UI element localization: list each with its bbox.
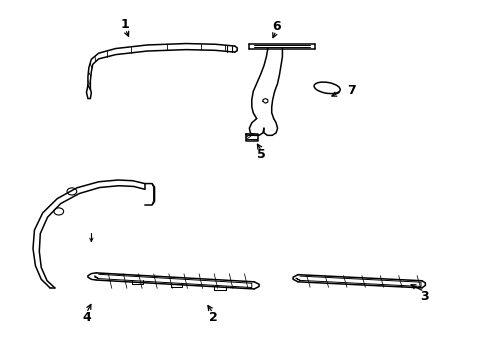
Ellipse shape [313,82,340,94]
Text: 7: 7 [346,84,355,97]
Text: 5: 5 [257,148,265,162]
Text: 2: 2 [208,311,217,324]
Text: 1: 1 [121,18,129,31]
Text: 3: 3 [419,289,428,303]
Text: 6: 6 [271,20,280,33]
Text: 4: 4 [82,311,91,324]
